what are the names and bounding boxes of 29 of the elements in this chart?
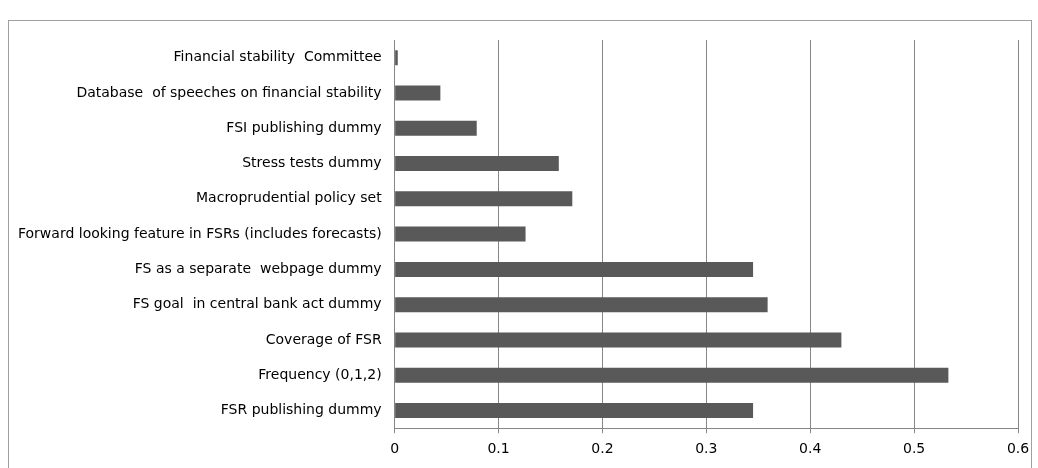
bar	[395, 261, 754, 277]
bar	[395, 50, 398, 66]
y-tick-label: Database of speeches on financial stability	[76, 83, 382, 100]
y-tick-label: Macroprudential policy set	[196, 189, 383, 206]
x-tick-label: 0.6	[1006, 440, 1030, 457]
x-tick-label: 0.2	[591, 440, 614, 457]
x-tick-label: 0.4	[799, 440, 822, 457]
y-tick-label: Forward looking feature in FSRs (includes forecasts)	[18, 224, 382, 241]
x-tick-label: 0.1	[487, 440, 510, 457]
x-tick-label: 0.3	[695, 440, 718, 457]
y-tick-label: FSR publishing dummy	[220, 401, 382, 418]
bar	[395, 120, 477, 136]
bar	[395, 297, 768, 313]
y-tick-label: Coverage of FSR	[265, 330, 382, 347]
y-tick-label: FS goal in central bank act dummy	[132, 295, 382, 312]
y-tick-label: Stress tests dummy	[242, 154, 382, 171]
x-tick-label: 0.5	[902, 440, 926, 457]
bar	[395, 226, 526, 242]
bar	[395, 403, 754, 419]
y-tick-label: Frequency (0,1,2)	[258, 365, 382, 382]
y-tick-label: FSI publishing dummy	[226, 118, 382, 135]
bar	[395, 367, 949, 383]
bar	[395, 85, 441, 101]
y-tick-label: Financial stability Committee	[173, 48, 382, 65]
y-tick-label: FS as a separate webpage dummy	[134, 260, 382, 277]
bar	[395, 156, 559, 172]
bar	[395, 191, 573, 207]
bar	[395, 332, 842, 348]
x-tick-label: 0	[390, 440, 400, 457]
